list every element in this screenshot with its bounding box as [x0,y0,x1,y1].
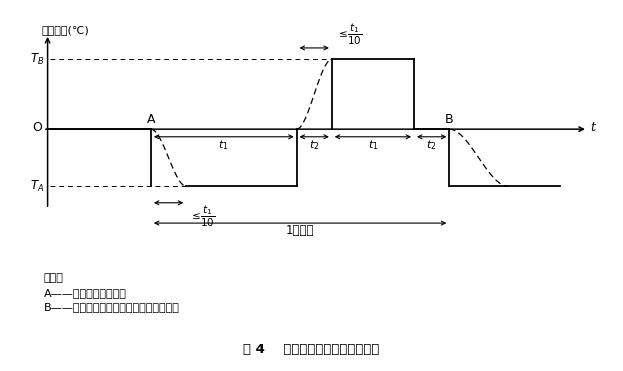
Text: $\leq\!\dfrac{t_1}{10}$: $\leq\!\dfrac{t_1}{10}$ [336,22,362,47]
Text: 箱内温度(℃): 箱内温度(℃) [42,25,90,35]
Text: $T_A$: $T_A$ [29,179,44,194]
Text: $t_2$: $t_2$ [426,138,437,152]
Text: A——第一个循环开始；: A——第一个循环开始； [44,288,126,298]
Text: $T_B$: $T_B$ [29,52,44,67]
Text: 说明：: 说明： [44,273,64,283]
Text: $t_2$: $t_2$ [309,138,320,152]
Text: B——第一个循环结束，第二个循环开始。: B——第一个循环结束，第二个循环开始。 [44,302,179,312]
Text: 1个循环: 1个循环 [286,224,315,237]
Text: 图 4    耐温度变化试验温度循环图: 图 4 耐温度变化试验温度循环图 [244,343,379,356]
Text: O: O [32,121,42,134]
Text: t: t [590,121,595,134]
Text: $t_1$: $t_1$ [368,138,378,152]
Text: B: B [445,113,454,126]
Text: $\leq\!\dfrac{t_1}{10}$: $\leq\!\dfrac{t_1}{10}$ [189,204,215,229]
Text: A: A [146,113,155,126]
Text: $t_1$: $t_1$ [219,138,229,152]
